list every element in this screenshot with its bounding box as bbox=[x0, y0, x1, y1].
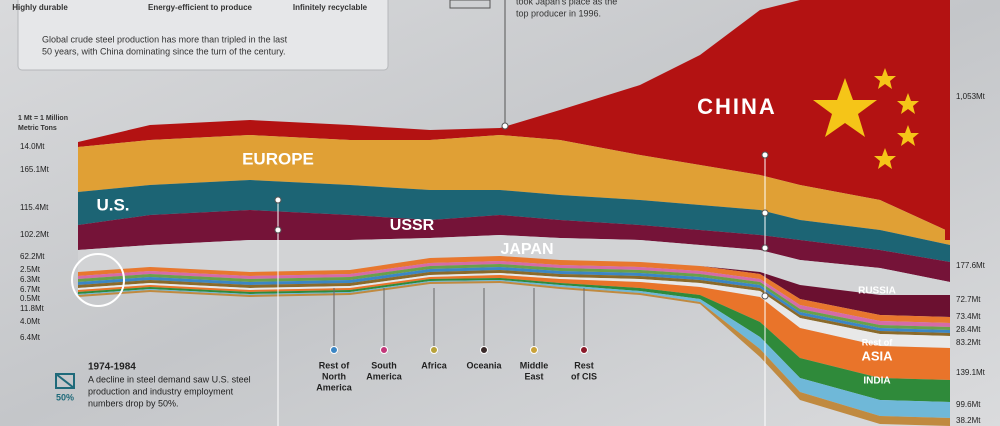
right-value: 73.4Mt bbox=[956, 312, 981, 321]
unit-note: Metric Tons bbox=[18, 125, 57, 132]
note-text: production and industry employment bbox=[88, 386, 234, 396]
region-label: Rest of bbox=[862, 337, 894, 347]
legend-dot bbox=[480, 346, 488, 354]
legend-label: East bbox=[524, 371, 543, 381]
note-years: 1974-1984 bbox=[88, 362, 136, 373]
info-panel bbox=[17, 0, 389, 71]
band bbox=[78, 270, 950, 336]
left-value: 4.0Mt bbox=[20, 317, 41, 326]
left-value: 11.8Mt bbox=[20, 304, 45, 313]
right-value: 72.7Mt bbox=[956, 295, 981, 304]
legend-label: of CIS bbox=[571, 371, 597, 381]
legend-label: Rest bbox=[574, 360, 594, 370]
legend-label: Middle bbox=[520, 360, 549, 370]
left-value: 0.5Mt bbox=[20, 294, 41, 303]
band bbox=[78, 256, 950, 317]
region-label: ASIA bbox=[861, 348, 893, 363]
band bbox=[78, 273, 950, 348]
left-value: 6.4Mt bbox=[20, 333, 41, 342]
note-badge: 50% bbox=[56, 392, 74, 402]
left-value: 115.4Mt bbox=[20, 203, 49, 212]
band bbox=[78, 267, 950, 333]
band bbox=[78, 135, 950, 245]
feature: Highly durable bbox=[12, 3, 68, 12]
callout-text: top producer in 1996. bbox=[516, 8, 601, 18]
region-label: JAPAN bbox=[500, 241, 553, 258]
left-value: 62.2Mt bbox=[20, 252, 45, 261]
right-value: 177.6Mt bbox=[956, 261, 986, 270]
band bbox=[78, 281, 950, 426]
feature: Energy-efficient to produce bbox=[148, 3, 253, 12]
stream-bands bbox=[78, 0, 950, 426]
texts: Highly durable Energy-efficient to produc… bbox=[12, 0, 985, 425]
right-value: 1,053Mt bbox=[956, 92, 986, 101]
legend-dot bbox=[580, 346, 588, 354]
region-label: CHINA bbox=[697, 94, 777, 119]
panel-text: Global crude steel production has more t… bbox=[42, 34, 288, 44]
left-value: 165.1Mt bbox=[20, 165, 50, 174]
legend-dot bbox=[530, 346, 538, 354]
left-value: 102.2Mt bbox=[20, 230, 50, 239]
band bbox=[78, 280, 950, 418]
legend-dot bbox=[430, 346, 438, 354]
band bbox=[78, 0, 950, 232]
region-label: USSR bbox=[390, 217, 435, 234]
region-label: RUSSIA bbox=[858, 286, 896, 297]
band bbox=[78, 180, 950, 262]
legend-label: America bbox=[366, 371, 403, 381]
china-edge bbox=[945, 0, 950, 240]
left-value: 2.5Mt bbox=[20, 265, 41, 274]
legend-dot bbox=[330, 346, 338, 354]
left-value: 6.7Mt bbox=[20, 285, 41, 294]
right-value: 99.6Mt bbox=[956, 400, 981, 409]
band bbox=[78, 264, 950, 330]
legend-label: North bbox=[322, 371, 346, 381]
region-label: INDIA bbox=[863, 376, 890, 387]
note-text: numbers drop by 50%. bbox=[88, 398, 179, 408]
right-value: 139.1Mt bbox=[956, 368, 986, 377]
decorations bbox=[55, 0, 919, 426]
legend-label: Africa bbox=[421, 360, 448, 370]
panel-text: 50 years, with China dominating since th… bbox=[42, 46, 285, 56]
legend-label: South bbox=[371, 360, 397, 370]
region-label: U.S. bbox=[96, 195, 129, 214]
legend-dot bbox=[380, 346, 388, 354]
band bbox=[78, 261, 950, 327]
band bbox=[78, 278, 950, 402]
callout-text: took Japan's place as the bbox=[516, 0, 617, 6]
band bbox=[78, 275, 950, 380]
right-value: 83.2Mt bbox=[956, 338, 981, 347]
legend-label: America bbox=[316, 382, 353, 392]
feature: Infinitely recyclable bbox=[293, 3, 368, 12]
left-value: 14.0Mt bbox=[20, 142, 45, 151]
legend-label: Oceania bbox=[466, 360, 502, 370]
band bbox=[78, 235, 950, 295]
right-value: 28.4Mt bbox=[956, 325, 981, 334]
legend-label: Rest of bbox=[319, 360, 351, 370]
china-stars bbox=[813, 68, 919, 169]
unit-note: 1 Mt = 1 Million bbox=[18, 115, 68, 122]
band bbox=[78, 210, 950, 282]
band bbox=[78, 256, 950, 323]
region-label: EUROPE bbox=[242, 149, 314, 168]
right-value: 38.2Mt bbox=[956, 416, 981, 425]
left-value: 6.3Mt bbox=[20, 275, 41, 284]
note-text: A decline in steel demand saw U.S. steel bbox=[88, 374, 251, 384]
